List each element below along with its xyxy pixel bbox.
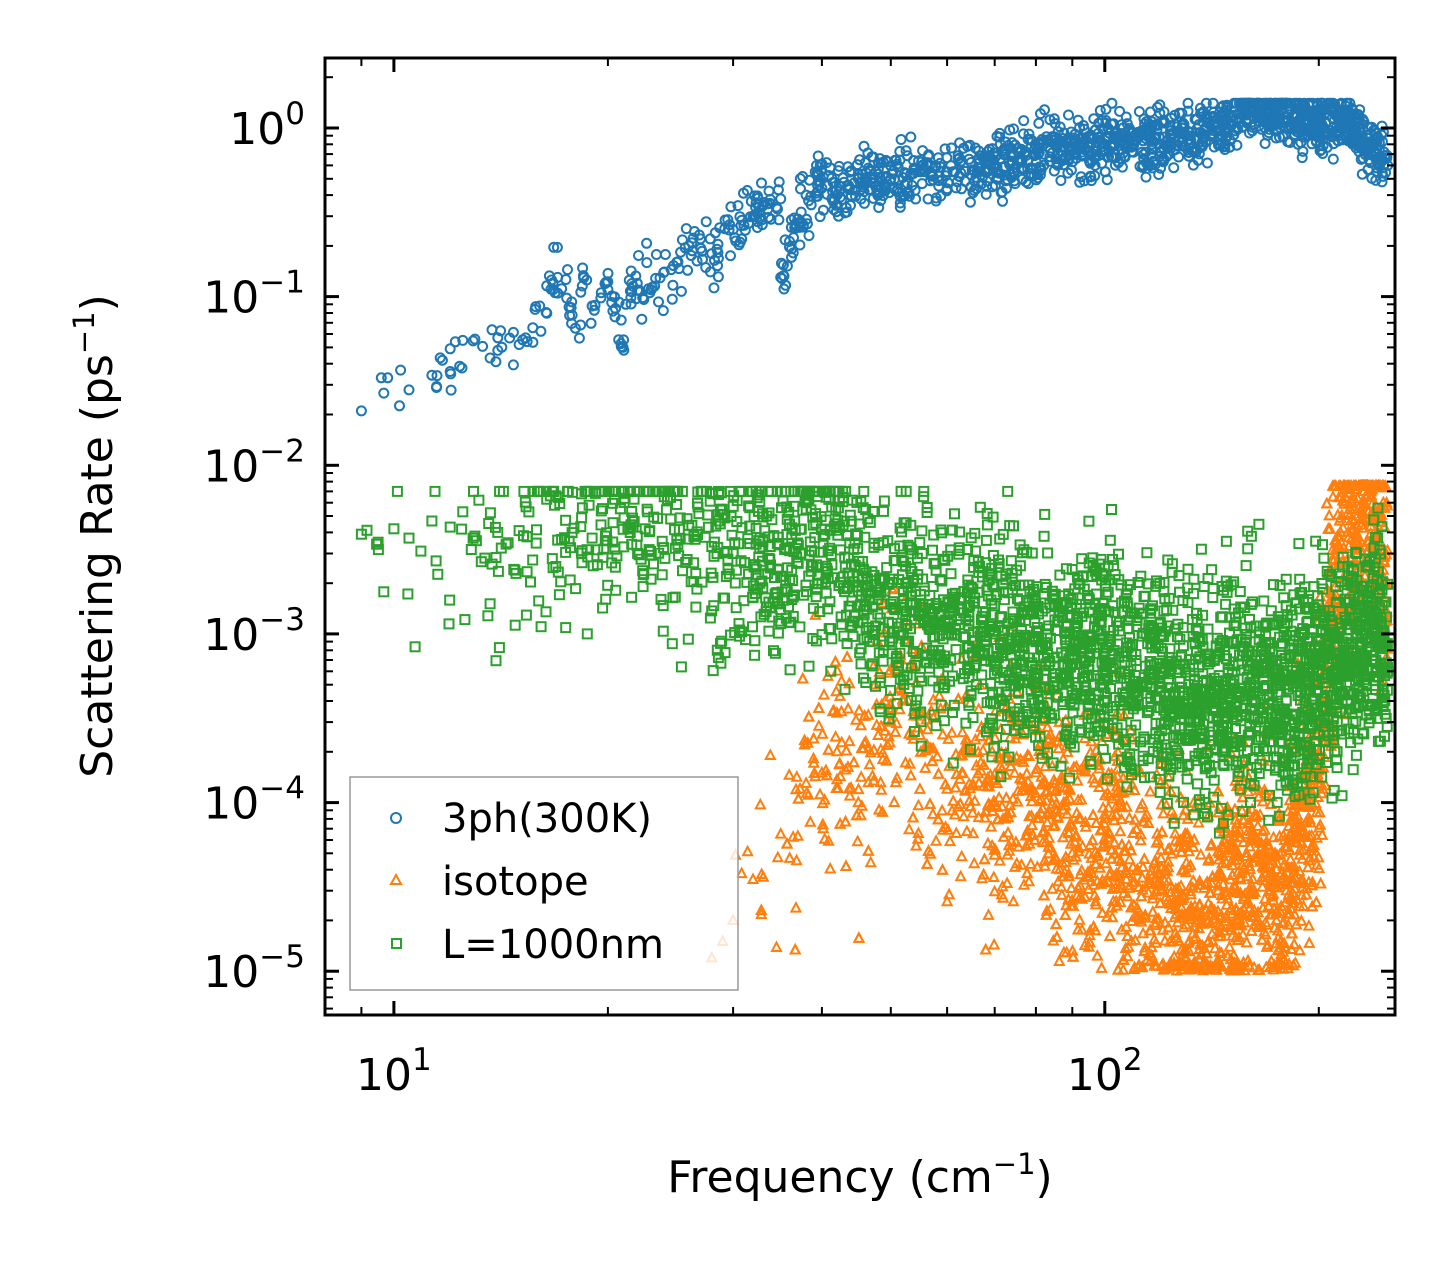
data-point [562,264,573,276]
data-point [436,354,448,366]
data-point [625,298,637,310]
data-point [1182,97,1194,109]
data-point [1207,97,1219,109]
data-point [560,274,572,285]
data-point [676,234,688,246]
data-point [535,325,547,337]
data-point [449,336,461,348]
data-point [665,264,677,276]
data-point [803,230,815,242]
data-point [457,334,469,346]
data-point [773,214,785,226]
series-0 [355,97,1394,417]
data-point [800,189,812,201]
data-point [434,352,446,364]
data-point [355,405,367,417]
data-point [900,145,912,157]
data-point [469,333,481,345]
data-point [751,190,763,202]
data-point [595,292,607,304]
data-point [777,259,789,271]
data-point [939,143,951,155]
data-point [382,372,394,384]
data-point [916,178,928,190]
data-point [712,271,724,283]
data-point [666,293,678,305]
data-point [375,372,387,384]
data-point [675,285,687,297]
data-point [636,313,648,325]
data-point [445,384,457,396]
data-point [551,241,563,253]
data-point [964,196,976,208]
data-point [653,296,664,308]
data-point [403,384,415,396]
data-point [817,204,829,216]
data-point [566,309,578,321]
data-point [1153,169,1165,180]
data-point [1048,113,1060,125]
data-point [431,370,443,382]
data-point [573,332,585,344]
data-point [1063,109,1074,121]
data-point [445,368,457,380]
data-point [477,340,489,352]
data-point [585,317,597,329]
data-point [1106,97,1118,109]
data-point [378,387,390,399]
data-points [355,97,1394,976]
data-point [1296,152,1308,164]
data-point [1376,176,1388,188]
data-point [609,311,621,323]
data-point [895,134,907,145]
